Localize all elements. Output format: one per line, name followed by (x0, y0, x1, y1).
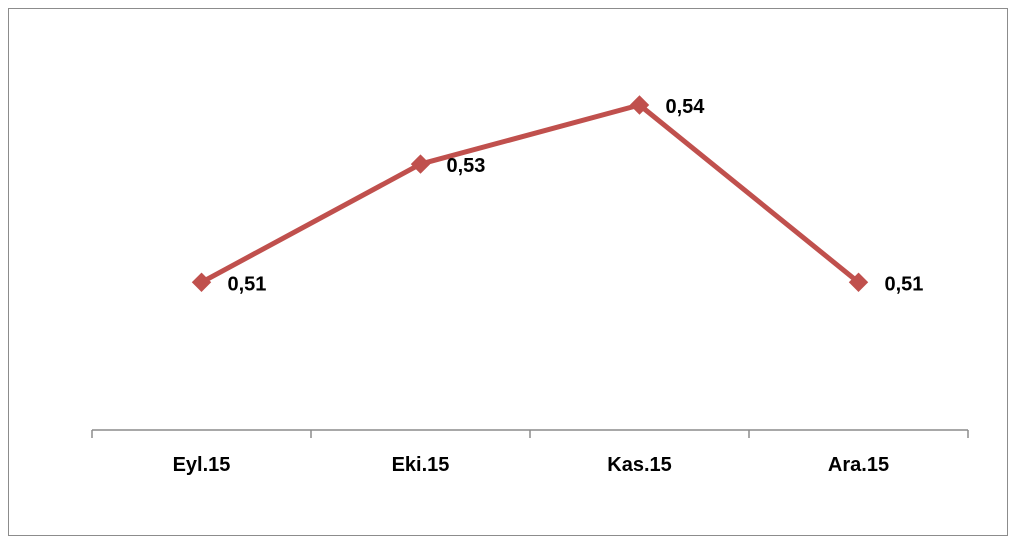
data-point-marker (848, 272, 869, 292)
x-tick-label: Kas.15 (607, 454, 672, 476)
series-line (199, 102, 861, 285)
data-labels: 0,51 0,53 0,54 0,51 (228, 96, 924, 295)
x-axis: Eyl.15 Eki.15 Kas.15 Ara.15 (91, 429, 969, 476)
series (191, 95, 869, 292)
data-label: 0,51 (228, 273, 267, 295)
data-point-marker (410, 154, 431, 174)
data-label: 0,51 (885, 273, 924, 295)
data-point-marker (629, 95, 650, 115)
data-point-marker (191, 272, 212, 292)
x-tick-label: Eki.15 (392, 454, 450, 476)
x-tick-label: Eyl.15 (173, 454, 231, 476)
x-tick-label: Ara.15 (828, 454, 889, 476)
data-label: 0,54 (666, 96, 706, 118)
data-label: 0,53 (447, 155, 486, 177)
chart-frame (8, 8, 1008, 536)
